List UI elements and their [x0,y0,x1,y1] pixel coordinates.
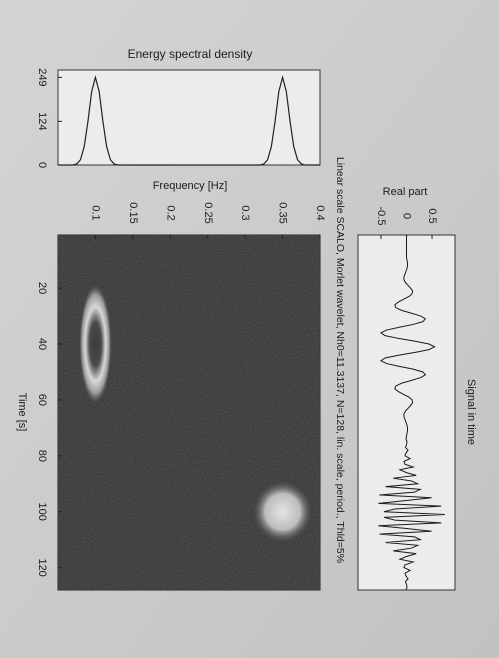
freq-tick-label: 0.3 [239,205,251,220]
time-tick-label: 120 [36,558,48,576]
y-tick-label: 249 [36,68,48,86]
freq-tick-label: 0.2 [164,205,176,220]
signal-frame [357,234,456,591]
y-tick-label: -0.5 [375,207,387,226]
time-tick-label: 40 [36,338,48,350]
esd-title: Energy spectral density [128,47,253,61]
y-tick-label: 124 [36,112,48,130]
scalogram-title: Linear scale SCALO, Morlet wavelet, Nh0=… [334,157,346,563]
freq-tick-label: 0.25 [202,202,214,223]
frequency-label: Frequency [Hz] [153,180,228,192]
freq-tick-label: 0.1 [90,205,102,220]
esd-curve [58,75,320,166]
freq-tick-label: 0.35 [277,202,289,223]
freq-tick-label: 0.4 [314,205,326,220]
y-tick-label: 0 [36,162,48,168]
time-label: Time [s] [16,393,28,432]
signal-title: Signal in time [465,379,477,445]
time-tick-label: 20 [36,282,48,294]
energy-peak [78,282,113,407]
real-part-label: Real part [383,186,428,198]
signal-curve [378,235,445,591]
time-tick-label: 60 [36,394,48,406]
energy-peak [250,478,315,545]
y-tick-label: 0.5 [426,208,438,223]
freq-tick-label: 0.15 [127,202,139,223]
time-tick-label: 100 [36,503,48,521]
time-tick-label: 80 [36,450,48,462]
y-tick-label: 0 [401,213,413,219]
esd-frame [57,69,321,166]
